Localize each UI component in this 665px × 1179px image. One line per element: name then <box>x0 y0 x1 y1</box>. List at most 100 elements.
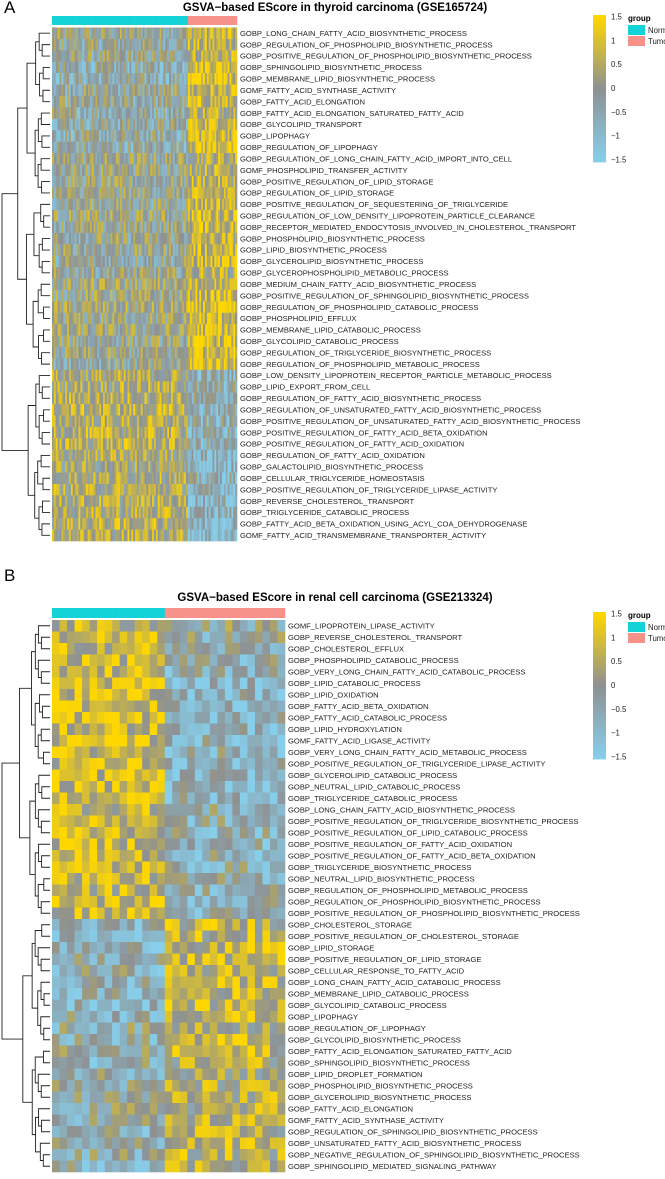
heatmap-cell <box>152 495 155 508</box>
heatmap-cell <box>193 495 196 508</box>
heatmap-cell <box>59 369 62 382</box>
heatmap-cell <box>165 244 168 257</box>
heatmap-cell <box>135 426 138 439</box>
heatmap-cell <box>231 84 234 97</box>
heatmap-cell <box>233 301 236 314</box>
heatmap-cell <box>119 495 123 508</box>
heatmap-cell <box>108 130 111 142</box>
heatmap-cell <box>119 404 123 416</box>
heatmap-cell <box>197 164 200 177</box>
heatmap-cell <box>208 312 211 325</box>
row-label: GOBP_CELLULAR_TRIGLYCERIDE_HOMEOSTASIS <box>240 474 425 483</box>
heatmap-cell <box>161 369 164 382</box>
heatmap-cell <box>97 164 100 177</box>
heatmap-cell <box>179 689 188 701</box>
heatmap-cell <box>68 438 72 451</box>
heatmap-cell <box>129 495 132 508</box>
heatmap-cell <box>70 153 74 165</box>
heatmap-cell <box>201 369 204 382</box>
heatmap-cell <box>180 175 183 188</box>
heatmap-cell <box>89 221 92 234</box>
heatmap-cell <box>170 506 174 519</box>
heatmap-cell <box>104 130 108 142</box>
heatmap-cell <box>195 529 198 542</box>
heatmap-cell <box>108 107 111 120</box>
heatmap-cell <box>201 404 204 416</box>
heatmap-cell <box>114 312 117 325</box>
heatmap-cell <box>187 289 191 302</box>
heatmap-cell <box>119 244 123 257</box>
heatmap-cell <box>206 141 209 154</box>
heatmap-cell <box>59 289 62 302</box>
heatmap-cell <box>123 335 126 348</box>
heatmap-cell <box>80 164 83 177</box>
heatmap-cell <box>163 198 166 211</box>
heatmap-cell <box>112 483 115 496</box>
heatmap-cell <box>208 495 211 508</box>
heatmap-cell <box>148 529 151 542</box>
heatmap-cell <box>97 221 100 234</box>
heatmap-cell <box>165 392 168 405</box>
heatmap-cell <box>182 153 185 165</box>
heatmap-cell <box>138 187 142 199</box>
heatmap-cell <box>102 73 106 85</box>
heatmap-cell <box>182 221 185 234</box>
heatmap-cell <box>76 335 79 348</box>
heatmap-cell <box>153 312 157 325</box>
heatmap-cell <box>163 210 166 222</box>
heatmap-cell <box>144 50 147 63</box>
heatmap-cell <box>129 289 132 302</box>
heatmap-cell <box>72 358 75 371</box>
heatmap-cell <box>119 267 123 279</box>
heatmap-cell <box>87 461 91 473</box>
heatmap-cell <box>65 289 68 302</box>
heatmap-cell <box>184 84 187 97</box>
group-annotation-cell-normal <box>57 16 60 25</box>
heatmap-cell <box>229 312 232 325</box>
heatmap-cell <box>89 392 92 405</box>
heatmap-cell <box>116 495 119 508</box>
heatmap-cell <box>155 244 159 257</box>
heatmap-cell <box>104 712 113 724</box>
heatmap-cell <box>110 187 113 199</box>
heatmap-cell <box>187 164 191 177</box>
heatmap-cell <box>232 723 241 736</box>
heatmap-cell <box>144 324 147 336</box>
heatmap-cell <box>216 84 219 97</box>
heatmap-cell <box>155 27 159 40</box>
heatmap-cell <box>55 301 58 314</box>
heatmap-cell <box>142 232 145 245</box>
heatmap-cell <box>118 404 121 416</box>
heatmap-cell <box>225 267 228 279</box>
heatmap-cell <box>116 84 119 97</box>
heatmap-cell <box>203 324 206 336</box>
heatmap-cell <box>269 631 278 644</box>
heatmap-cell <box>197 130 200 142</box>
heatmap-cell <box>116 267 119 279</box>
heatmap-cell <box>104 267 108 279</box>
heatmap-cell <box>82 244 85 257</box>
heatmap-cell <box>93 38 96 51</box>
heatmap-cell <box>125 381 128 393</box>
heatmap-cell <box>133 404 136 416</box>
heatmap-cell <box>216 130 219 142</box>
heatmap-cell <box>216 301 219 314</box>
heatmap-cell <box>195 210 198 222</box>
heatmap-cell <box>214 506 217 519</box>
heatmap-cell <box>187 84 191 97</box>
heatmap-cell <box>121 210 125 222</box>
heatmap-cell <box>229 461 232 473</box>
heatmap-cell <box>140 50 143 63</box>
heatmap-cell <box>85 506 89 519</box>
heatmap-cell <box>59 27 62 40</box>
heatmap-cell <box>152 461 155 473</box>
heatmap-cell <box>225 472 228 485</box>
heatmap-cell <box>140 518 143 530</box>
heatmap-cell <box>161 232 164 245</box>
heatmap-cell <box>180 301 183 314</box>
heatmap-cell <box>172 472 176 485</box>
heatmap-cell <box>85 187 89 199</box>
heatmap-cell <box>135 495 138 508</box>
heatmap-cell <box>172 438 176 451</box>
colorbar-segment <box>593 59 606 64</box>
